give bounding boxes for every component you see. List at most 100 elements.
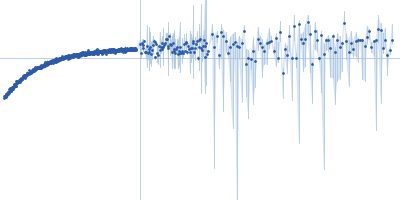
Point [47,59,54,63]
Point [59,56,65,59]
Point [52,61,58,64]
Point [94,51,100,54]
Point [52,59,58,63]
Point [82,53,89,56]
Point [159,48,166,51]
Point [46,62,52,65]
Point [82,53,89,56]
Point [60,57,66,60]
Point [128,47,134,50]
Point [161,44,167,47]
Point [45,62,52,65]
Point [288,56,295,59]
Point [100,50,106,53]
Point [50,61,56,64]
Point [70,56,76,59]
Point [152,56,158,59]
Point [82,52,88,55]
Point [94,48,100,52]
Point [170,42,176,45]
Point [149,48,155,51]
Point [36,66,42,69]
Point [118,48,125,51]
Point [56,58,62,61]
Point [153,42,160,45]
Point [116,48,122,51]
Point [104,49,110,53]
Point [97,50,103,53]
Point [191,50,198,53]
Point [129,48,136,51]
Point [389,38,395,42]
Point [89,52,95,55]
Point [203,41,210,44]
Point [13,84,19,87]
Point [304,20,311,23]
Point [16,81,22,84]
Point [192,47,198,50]
Point [57,57,64,61]
Point [132,47,138,50]
Point [380,46,386,49]
Point [117,48,123,51]
Point [22,73,29,76]
Point [107,50,114,54]
Point [95,52,101,56]
Point [123,49,130,52]
Point [60,56,67,59]
Point [50,59,56,63]
Point [42,62,49,65]
Point [101,50,107,53]
Point [87,50,94,53]
Point [46,60,53,63]
Point [27,71,33,74]
Point [4,92,11,95]
Point [99,51,105,54]
Point [126,47,133,50]
Point [63,54,69,58]
Point [114,49,121,52]
Point [36,66,43,69]
Point [336,45,343,49]
Point [144,52,151,55]
Point [8,88,14,91]
Point [80,51,86,54]
Point [156,48,163,51]
Point [243,62,249,66]
Point [6,90,12,93]
Point [200,39,207,42]
Point [307,33,313,36]
Point [64,55,71,59]
Point [92,52,98,55]
Point [22,73,29,76]
Point [220,34,226,37]
Point [32,68,38,71]
Point [205,49,211,52]
Point [43,61,50,65]
Point [20,74,26,77]
Point [213,35,220,38]
Point [64,55,70,58]
Point [183,41,190,44]
Point [48,60,54,63]
Point [111,48,118,51]
Point [8,89,14,93]
Point [211,45,218,48]
Point [32,67,39,71]
Point [71,52,77,56]
Point [75,52,81,55]
Point [73,53,80,56]
Point [122,48,129,51]
Point [126,48,132,51]
Point [300,41,306,44]
Point [272,36,279,39]
Point [56,58,62,61]
Point [70,53,76,56]
Point [42,64,48,67]
Point [125,48,132,51]
Point [54,57,60,60]
Point [14,80,21,83]
Point [86,51,92,54]
Point [80,52,87,55]
Point [96,50,102,54]
